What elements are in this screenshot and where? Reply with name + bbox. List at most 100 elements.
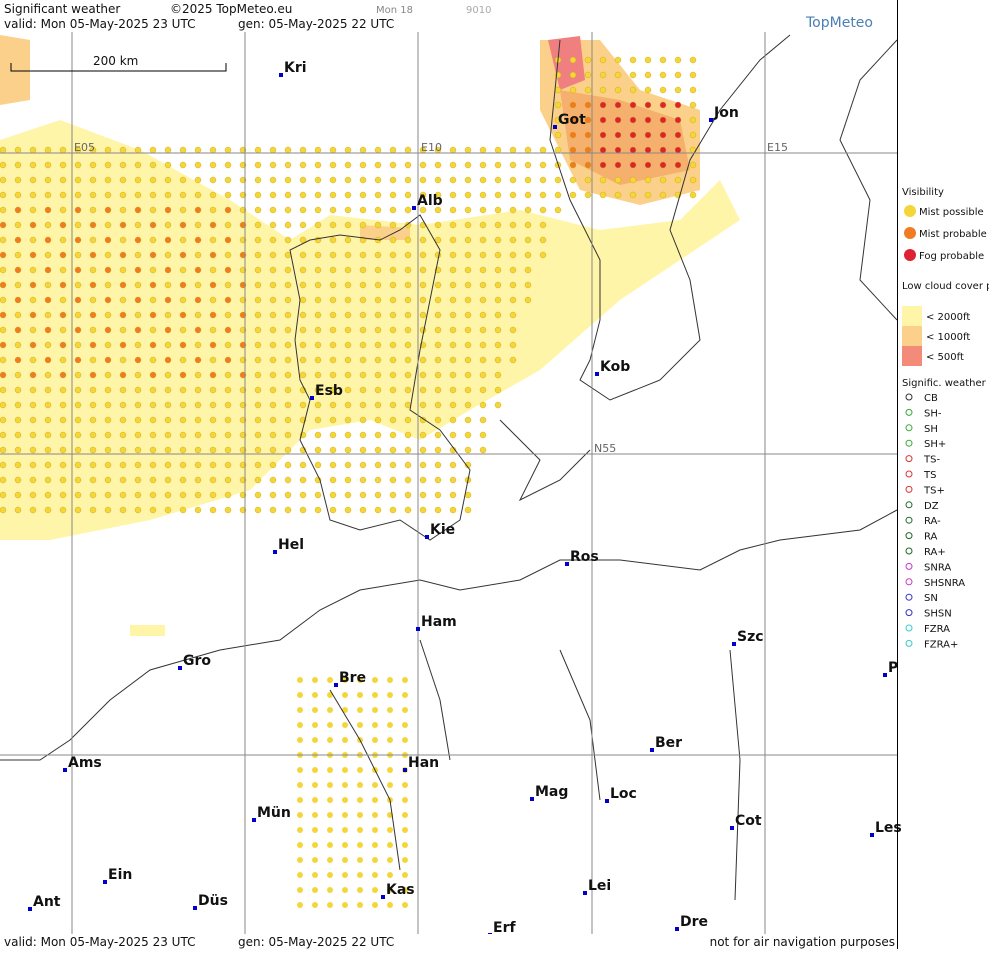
weather-dot	[44, 146, 52, 154]
weather-dot	[104, 326, 112, 334]
weather-dot	[659, 161, 667, 169]
grid-label: E10	[421, 141, 442, 154]
legend-title: Low cloud cover probable	[902, 281, 989, 292]
weather-dot	[179, 146, 187, 154]
weather-dot	[269, 176, 277, 184]
weather-dot	[44, 221, 52, 229]
weather-dot	[179, 176, 187, 184]
weather-dot	[269, 311, 277, 319]
weather-dot	[44, 491, 52, 499]
weather-dot	[374, 266, 382, 274]
weather-dot	[372, 782, 378, 788]
weather-dot	[329, 266, 337, 274]
weather-dot	[269, 476, 277, 484]
legend-label: SHSNRA	[924, 578, 965, 589]
weather-dot	[29, 461, 37, 469]
weather-dot	[269, 251, 277, 259]
weather-dot	[419, 311, 427, 319]
weather-dot	[299, 506, 307, 514]
weather-dot	[599, 131, 607, 139]
weather-dot	[134, 161, 142, 169]
weather-dot	[449, 371, 457, 379]
weather-dot	[44, 326, 52, 334]
weather-dot	[402, 857, 408, 863]
weather-dot	[104, 251, 112, 259]
weather-dot	[659, 56, 667, 64]
weather-dot	[614, 71, 622, 79]
weather-dot	[194, 491, 202, 499]
legend-label: SN	[924, 593, 938, 604]
weather-dot	[0, 221, 7, 229]
weather-dot	[14, 341, 22, 349]
weather-dot	[344, 446, 352, 454]
weather-dot	[479, 431, 487, 439]
weather-dot	[164, 371, 172, 379]
weather-dot	[119, 341, 127, 349]
weather-dot	[674, 71, 682, 79]
weather-dot	[269, 296, 277, 304]
weather-dot	[494, 401, 502, 409]
weather-dot	[389, 236, 397, 244]
city-marker	[870, 833, 874, 837]
weather-dot	[149, 191, 157, 199]
weather-dot	[659, 176, 667, 184]
legend-symbol	[905, 424, 913, 432]
weather-dot	[344, 161, 352, 169]
weather-dot	[539, 221, 547, 229]
city-label: Bre	[339, 670, 366, 686]
weather-dot	[29, 371, 37, 379]
weather-dot	[104, 176, 112, 184]
weather-dot	[59, 251, 67, 259]
weather-dot	[149, 386, 157, 394]
weather-dot	[479, 386, 487, 394]
weather-dot	[389, 371, 397, 379]
weather-dot	[254, 446, 262, 454]
weather-dot	[209, 191, 217, 199]
weather-dot	[14, 311, 22, 319]
city-label: Erf	[493, 920, 516, 936]
weather-dot	[297, 842, 303, 848]
weather-dot	[374, 461, 382, 469]
weather-dot	[284, 206, 292, 214]
weather-dot	[134, 461, 142, 469]
weather-dot	[329, 341, 337, 349]
weather-dot	[479, 356, 487, 364]
weather-dot	[314, 446, 322, 454]
weather-dot	[224, 401, 232, 409]
weather-dot	[329, 506, 337, 514]
weather-dot	[434, 296, 442, 304]
weather-dot	[479, 416, 487, 424]
weather-dot	[434, 341, 442, 349]
weather-dot	[509, 266, 517, 274]
weather-dot	[344, 491, 352, 499]
weather-dot	[569, 191, 577, 199]
weather-dot	[494, 191, 502, 199]
weather-dot	[194, 341, 202, 349]
cities: Kri Got Jon Alb Kob Esb Kie Hel Ros Ham Szc Gro Bre P…	[28, 60, 902, 937]
weather-dot	[29, 206, 37, 214]
city-marker	[732, 642, 736, 646]
weather-dot	[0, 506, 7, 514]
weather-dot	[89, 371, 97, 379]
weather-dot	[104, 446, 112, 454]
weather-dot	[209, 461, 217, 469]
weather-dot	[464, 221, 472, 229]
title: Significant weather	[4, 2, 120, 16]
city-marker	[279, 73, 283, 77]
weather-dot	[357, 677, 363, 683]
weather-dot	[209, 401, 217, 409]
weather-dot	[224, 416, 232, 424]
weather-dot	[314, 176, 322, 184]
weather-dot	[224, 236, 232, 244]
weather-dot	[479, 191, 487, 199]
grid-label: E05	[74, 141, 95, 154]
weather-dot	[284, 161, 292, 169]
weather-dot	[224, 176, 232, 184]
weather-dot	[254, 506, 262, 514]
weather-dot	[374, 371, 382, 379]
weather-dot	[689, 176, 697, 184]
weather-dot	[164, 221, 172, 229]
weather-dot	[224, 446, 232, 454]
weather-dot	[327, 692, 333, 698]
weather-dot	[659, 146, 667, 154]
